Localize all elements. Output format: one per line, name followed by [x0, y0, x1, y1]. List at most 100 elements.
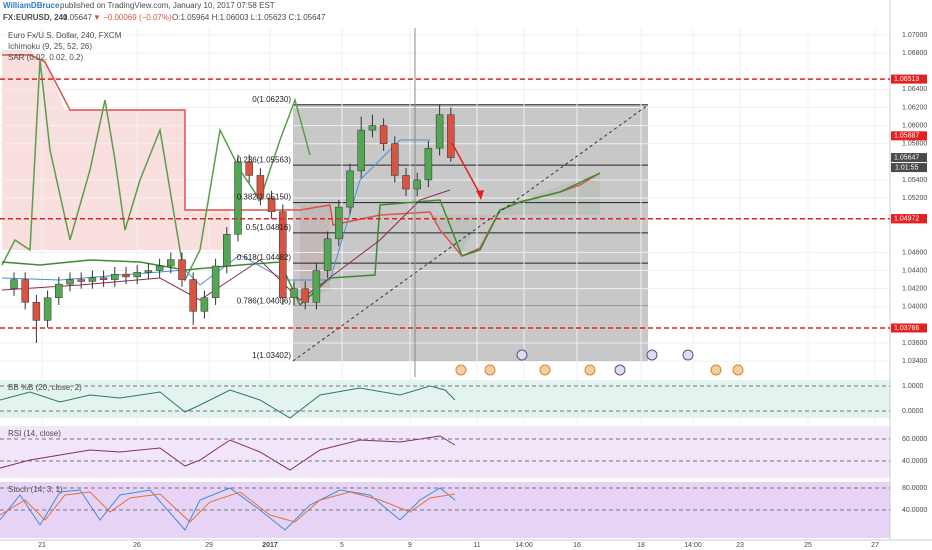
x-tick-label: 21	[38, 542, 46, 549]
event-icon	[455, 364, 467, 376]
legend: Ichimoku (9, 25, 52, 26)	[8, 42, 92, 51]
event-icon	[646, 349, 658, 361]
candle-body	[279, 211, 287, 298]
panel-title: Stoch (14, 3, 1)	[8, 485, 63, 494]
panel-tick-label: 80.0000	[902, 485, 927, 492]
candle-body	[301, 288, 309, 303]
x-tick-label: 2017	[262, 542, 278, 549]
candle-body	[99, 277, 108, 280]
ichimoku	[1, 54, 601, 307]
candle-body	[144, 270, 153, 273]
candle-body	[43, 297, 52, 321]
panel-title: BB %B (20, close, 2)	[8, 383, 82, 392]
candle-body	[391, 143, 399, 176]
event-icon	[539, 364, 551, 376]
change: ▼ −0.00069 (−0.07%)	[93, 13, 172, 22]
base	[1, 189, 451, 301]
x-tick-label: 23	[736, 542, 744, 549]
y-tick-label: 1.06400	[902, 86, 927, 93]
panel-tick-label: 40.0000	[902, 507, 927, 514]
rsi-line	[0, 435, 456, 471]
x-tick-label: 26	[133, 542, 141, 549]
candle-body	[211, 265, 220, 298]
event-icon	[516, 349, 528, 361]
fib-label: 0(1.06230)	[252, 95, 291, 104]
arrow-head	[476, 190, 484, 200]
legend: Euro Fx/U.S. Dollar, 240, FXCM	[8, 31, 122, 40]
candle-body	[133, 272, 141, 278]
y-tick-label: 1.06000	[902, 122, 927, 129]
candle-body	[122, 273, 130, 278]
last: 1.05647	[63, 13, 92, 22]
price-tag-label: 1.05887	[894, 133, 919, 140]
candle-body	[435, 114, 444, 149]
fib-label: 1(1.03402)	[252, 351, 291, 360]
price-tag-label: 1.04972	[894, 216, 919, 223]
event-icon	[682, 349, 694, 361]
candle-body	[10, 279, 18, 289]
price-tag	[891, 131, 927, 141]
y-tick-label: 1.04600	[902, 249, 927, 256]
candle-body	[402, 175, 410, 190]
candle-body	[379, 125, 388, 144]
y-tick-label: 1.03600	[902, 340, 927, 347]
candle-body	[357, 129, 365, 172]
publisher: WilliamDBruce	[3, 1, 60, 10]
candles	[10, 104, 455, 344]
y-tick-label: 1.04000	[902, 304, 927, 311]
trend-line	[292, 104, 649, 362]
symbol: FX:EURUSD, 240	[3, 13, 68, 22]
y-tick-label: 1.05200	[902, 195, 927, 202]
candle-body	[55, 283, 63, 298]
event-icon	[732, 364, 744, 376]
candle-body	[290, 288, 298, 298]
price-tag	[891, 323, 927, 333]
candle-body	[155, 265, 164, 271]
event-icon	[710, 364, 722, 376]
arrow	[451, 142, 482, 197]
price-tag	[891, 74, 927, 84]
countdown: 1:01:55	[895, 164, 918, 171]
fib-label: 0.236(1.05563)	[237, 155, 292, 164]
y-tick-label: 1.06800	[902, 50, 927, 57]
candle-body	[200, 297, 209, 312]
price-tag-label: 1.06513	[894, 76, 919, 83]
grid	[0, 28, 890, 540]
fib-label: 0.786(1.04006)	[237, 296, 292, 305]
candle-body	[245, 161, 253, 176]
y-tick-label: 1.04200	[902, 286, 927, 293]
y-tick-label: 1.06200	[902, 104, 927, 111]
candle-body	[178, 259, 186, 280]
candle-body	[77, 279, 85, 282]
candle-body	[111, 273, 119, 280]
candle-body	[413, 179, 421, 190]
x-tick-label: 14:00	[684, 542, 702, 549]
candle-body	[189, 279, 197, 312]
x-tick-label: 29	[205, 542, 213, 549]
conversion	[1, 139, 430, 286]
candle-body	[21, 279, 29, 303]
event-icon	[484, 364, 496, 376]
price-tag	[891, 214, 927, 224]
y-tick-label: 1.04400	[902, 267, 927, 274]
event-icon	[584, 364, 596, 376]
candle-body	[312, 270, 321, 303]
panel-tick-label: 1.0000	[902, 383, 924, 390]
y-tick-label: 1.07000	[902, 32, 927, 39]
panel-title: RSI (14, close)	[8, 429, 61, 438]
event-icon	[614, 364, 626, 376]
fib-label: 0.382(1.05150)	[237, 193, 292, 202]
y-tick-label: 1.05400	[902, 177, 927, 184]
x-tick-label: 25	[804, 542, 812, 549]
candle-body	[88, 277, 97, 282]
x-tick-label: 14:00	[515, 542, 533, 549]
fib-label: 0.618(1.04482)	[237, 253, 292, 262]
bb-line	[0, 385, 456, 419]
candle-body	[167, 259, 175, 267]
candle-body	[32, 302, 41, 321]
kumo-red	[2, 50, 230, 250]
panel-tick-label: 0.0000	[902, 408, 924, 415]
event-icons	[455, 349, 744, 376]
x-tick-label: 16	[573, 542, 581, 549]
